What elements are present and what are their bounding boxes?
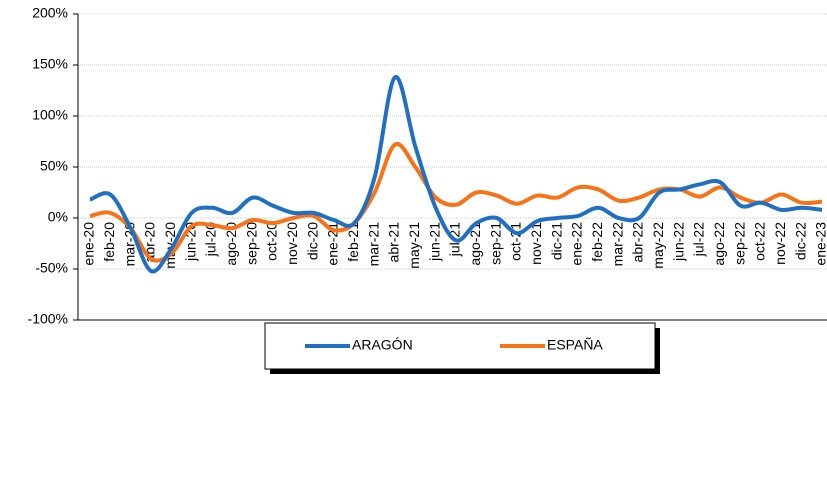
x-tick-label: feb-22 [589, 222, 605, 262]
x-tick-label: may-22 [650, 222, 666, 269]
series-line [89, 141, 823, 263]
legend-label: ARAGÓN [352, 337, 413, 353]
x-tick-label: jun-22 [670, 222, 686, 262]
legend-label: ESPAÑA [547, 337, 603, 353]
x-tick-label: jun-21 [426, 222, 442, 262]
x-tick-label: mar-22 [609, 222, 625, 267]
x-tick-label: jul-22 [691, 222, 707, 257]
x-tick-label: abr-21 [386, 222, 402, 263]
x-tick-label: nov-22 [772, 222, 788, 265]
y-tick-label: 100% [32, 107, 68, 123]
x-tick-label: nov-20 [284, 222, 300, 265]
x-tick-label: sep-21 [487, 222, 503, 265]
x-tick-label: ene-23 [813, 222, 827, 266]
y-tick-label: -50% [35, 260, 68, 276]
x-tick-label: ago-22 [711, 222, 727, 266]
x-tick-label: may-21 [406, 222, 422, 269]
x-tick-label: dic-22 [792, 222, 808, 260]
x-tick-label: oct-22 [752, 222, 768, 261]
y-tick-label: -100% [28, 311, 68, 327]
x-tick-label: dic-20 [304, 222, 320, 260]
y-tick-label: 200% [32, 5, 68, 21]
x-tick-label: ene-21 [325, 222, 341, 266]
x-tick-label: ene-20 [81, 222, 97, 266]
x-tick-label: feb-20 [101, 222, 117, 262]
x-tick-label: ago-20 [223, 222, 239, 266]
x-tick-label: ene-22 [569, 222, 585, 266]
x-tick-label: oct-20 [264, 222, 280, 261]
x-tick-label: sep-20 [243, 222, 259, 265]
x-tick-label: nov-21 [528, 222, 544, 265]
y-tick-label: 0% [48, 209, 68, 225]
x-tick-label: ago-21 [467, 222, 483, 266]
y-tick-label: 150% [32, 56, 68, 72]
x-tick-label: dic-21 [548, 222, 564, 260]
x-tick-label: mar-21 [365, 222, 381, 267]
x-tick-label: sep-22 [731, 222, 747, 265]
x-tick-label: abr-22 [630, 222, 646, 263]
x-tick-label: jul-20 [203, 222, 219, 257]
x-tick-label: feb-21 [345, 222, 361, 262]
series-line [89, 75, 823, 274]
y-tick-label: 50% [40, 158, 68, 174]
